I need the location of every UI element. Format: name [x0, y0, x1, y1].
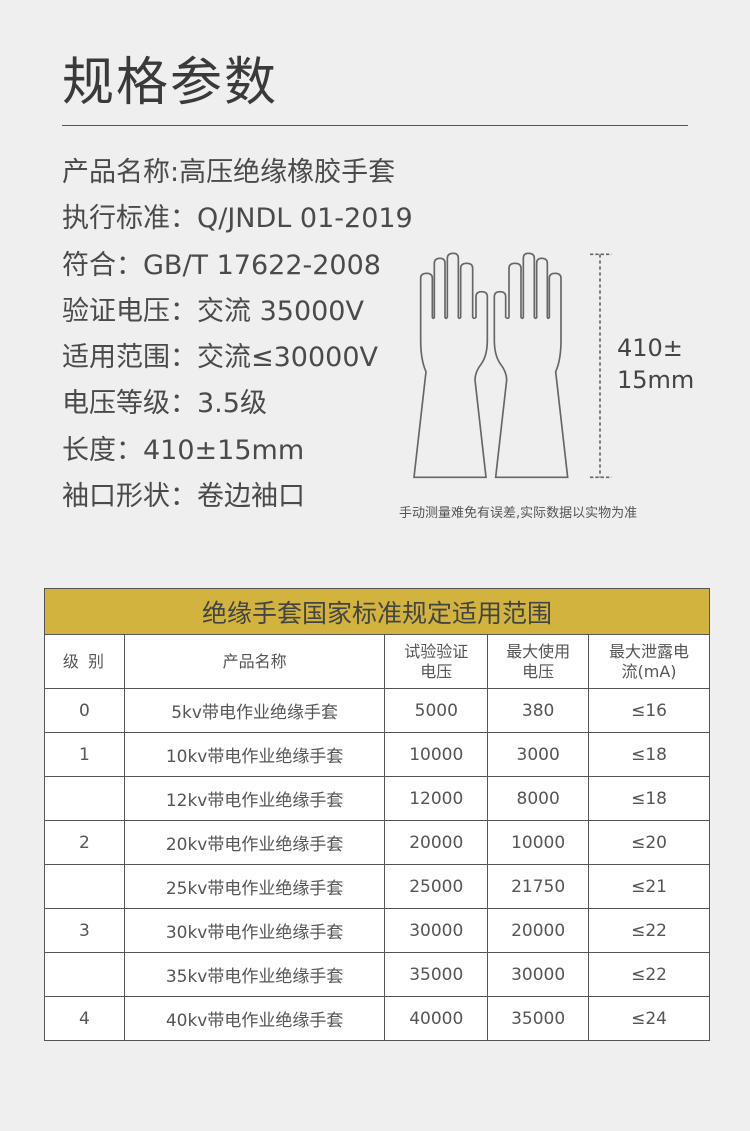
table-row: 1 10kv带电作业绝缘手套 10000 3000 ≤18: [44, 732, 710, 777]
table-cell: [44, 952, 125, 997]
spec-item: 执行标准：Q/JNDL 01-2019: [62, 203, 413, 235]
measurement-note: 手动测量难免有误差,实际数据以实物为准: [399, 506, 638, 521]
table-cell: 35kv带电作业绝缘手套: [123, 952, 386, 997]
table-cell: [44, 776, 125, 821]
table-cell: 30kv带电作业绝缘手套: [123, 908, 386, 953]
spec-item: 适用范围：交流≤30000V: [62, 342, 378, 374]
table-cell: ≤21: [588, 864, 710, 909]
table-cell: ≤18: [588, 776, 710, 821]
table-cell: 25kv带电作业绝缘手套: [123, 864, 386, 909]
table-cell: 30000: [487, 952, 590, 997]
table-row: 3 30kv带电作业绝缘手套 30000 20000 ≤22: [44, 908, 710, 953]
column-header: 最大使用电压: [487, 634, 590, 689]
glove-illustration: [413, 252, 612, 479]
table-cell: 21750: [487, 864, 590, 909]
right-glove-icon: [493, 252, 569, 479]
table-cell: ≤24: [588, 996, 710, 1041]
column-header: 产品名称: [123, 634, 386, 689]
table-cell: [44, 864, 125, 909]
table-cell: 10000: [384, 732, 489, 777]
table-cell: ≤20: [588, 820, 710, 865]
table-cell: 1: [44, 732, 125, 777]
table-cell: ≤22: [588, 952, 710, 997]
table-cell: ≤18: [588, 732, 710, 777]
table-cell: 5000: [384, 688, 489, 733]
table-cell: 3: [44, 908, 125, 953]
table-row: 12kv带电作业绝缘手套 12000 8000 ≤18: [44, 776, 710, 821]
table-cell: ≤16: [588, 688, 710, 733]
table-row: 25kv带电作业绝缘手套 25000 21750 ≤21: [44, 864, 710, 909]
page-title: 规格参数: [62, 53, 279, 113]
table-cell: 20000: [487, 908, 590, 953]
table-cell: 8000: [487, 776, 590, 821]
spec-item: 验证电压：交流 35000V: [62, 295, 364, 327]
table-cell: 35000: [487, 996, 590, 1041]
standard-table: 绝缘手套国家标准规定适用范围 级 别产品名称 试验验证电压 最大使用电压 最大泄露电流…: [44, 588, 710, 1041]
table-cell: 25000: [384, 864, 489, 909]
dimension-line1: 410±: [617, 334, 683, 362]
table-row: 0 5kv带电作业绝缘手套 5000 380 ≤16: [44, 688, 710, 733]
table-cell: 12kv带电作业绝缘手套: [123, 776, 386, 821]
table-cell: 20000: [384, 820, 489, 865]
table-cell: 380: [487, 688, 590, 733]
length-dimension: 410± 15mm: [617, 332, 694, 396]
spec-item: 电压等级：3.5级: [62, 388, 267, 420]
table-row: 4 40kv带电作业绝缘手套 40000 35000 ≤24: [44, 996, 710, 1041]
table-row: 2 20kv带电作业绝缘手套 20000 10000 ≤20: [44, 820, 710, 865]
table-row: 35kv带电作业绝缘手套 35000 30000 ≤22: [44, 952, 710, 997]
table-title: 绝缘手套国家标准规定适用范围: [44, 588, 710, 635]
table-cell: 20kv带电作业绝缘手套: [123, 820, 386, 865]
divider: [62, 125, 688, 126]
table-cell: 30000: [384, 908, 489, 953]
table-cell: 35000: [384, 952, 489, 997]
table-cell: 40000: [384, 996, 489, 1041]
dimension-line2: 15mm: [617, 366, 695, 394]
table-cell: 10kv带电作业绝缘手套: [123, 732, 386, 777]
table-cell: 0: [44, 688, 125, 733]
spec-item: 长度：410±15mm: [62, 434, 305, 466]
column-header: 级 别: [44, 634, 125, 689]
table-cell: 12000: [384, 776, 489, 821]
left-glove-icon: [413, 252, 489, 479]
table-cell: 3000: [487, 732, 590, 777]
column-header: 试验验证电压: [384, 634, 489, 689]
table-cell: 2: [44, 820, 125, 865]
spec-item: 产品名称:高压绝缘橡胶手套: [62, 157, 396, 188]
table-cell: 40kv带电作业绝缘手套: [123, 996, 386, 1041]
table-cell: 5kv带电作业绝缘手套: [123, 688, 386, 733]
spec-item: 符合：GB/T 17622-2008: [62, 249, 381, 281]
table-cell: ≤22: [588, 908, 710, 953]
column-header: 最大泄露电流(mA): [588, 634, 710, 689]
spec-list: 产品名称:高压绝缘橡胶手套 执行标准：Q/JNDL 01-2019 符合：GB/T …: [62, 150, 413, 520]
spec-item: 袖口形状：卷边袖口: [62, 481, 305, 513]
table-cell: 10000: [487, 820, 590, 865]
table-cell: 4: [44, 996, 125, 1041]
